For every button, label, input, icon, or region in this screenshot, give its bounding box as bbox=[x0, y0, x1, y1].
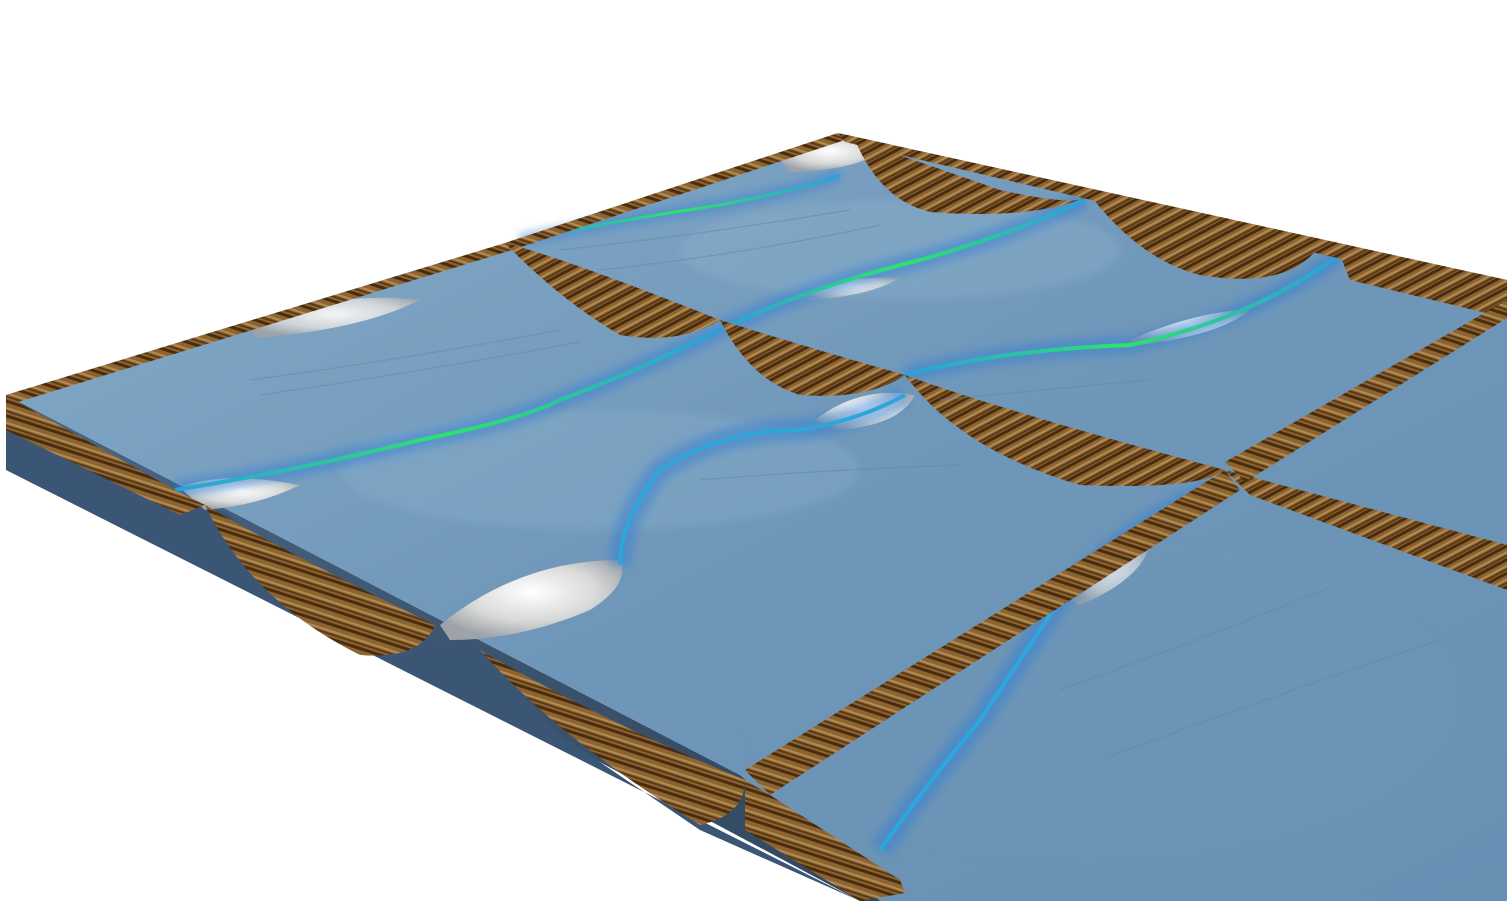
fault-glow-line bbox=[173, 321, 725, 499]
wood-ridge-band bbox=[6, 395, 205, 515]
wood-ridge-band bbox=[1225, 470, 1507, 590]
wood-ridge-band bbox=[1225, 300, 1507, 482]
wood-ridge-band bbox=[855, 140, 1090, 214]
wood-ridge-band bbox=[745, 470, 1240, 795]
wood-ridge-band bbox=[205, 505, 435, 656]
wood-ridge-band bbox=[838, 133, 1507, 298]
wood-ridge-band bbox=[745, 780, 905, 901]
fault-glow-line bbox=[715, 191, 1089, 339]
wood-ridge-band bbox=[505, 243, 720, 338]
wood-ridge-band bbox=[480, 650, 745, 825]
wood-ridge-band bbox=[720, 320, 905, 396]
fault-glow-line bbox=[902, 247, 1346, 384]
wood-ridge-band bbox=[1090, 195, 1320, 279]
wood-ridge-band bbox=[1340, 255, 1507, 318]
fault-glow-line bbox=[609, 385, 911, 566]
slab-left-side-dark bbox=[6, 430, 860, 901]
wood-ridge-band bbox=[6, 133, 845, 402]
fault-glow-line bbox=[518, 168, 843, 247]
surface-ripples bbox=[249, 209, 1441, 761]
snow-peak bbox=[250, 297, 420, 338]
wood-ridge-band bbox=[905, 375, 1225, 486]
snow-peak bbox=[440, 560, 622, 640]
